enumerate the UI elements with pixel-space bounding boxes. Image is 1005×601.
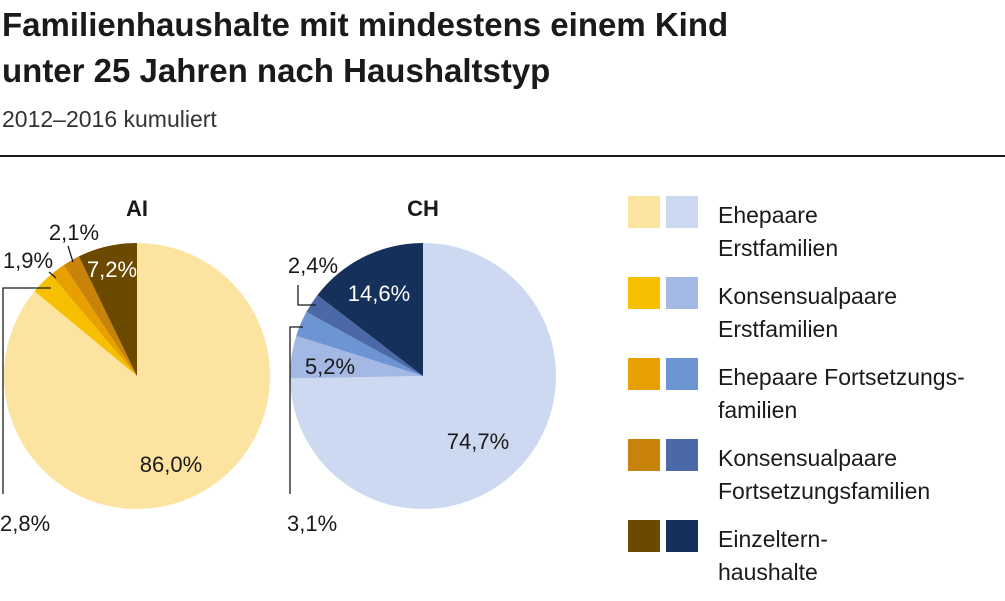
pie-slice-ch-4 — [306, 295, 423, 376]
legend-item-konsensualpaare-fortsetzungsfamilien: Konsensualpaare Fortsetzungsfamilien — [628, 439, 1005, 520]
legend-swatch-ch — [666, 358, 698, 390]
pie-slice-ch-2 — [290, 335, 423, 379]
legend-label-line-2: Fortsetzungsfamilien — [718, 478, 931, 504]
legend-item-ehepaare-erstfamilien: Ehepaare Erstfamilien — [628, 196, 1005, 277]
legend-swatch-ai — [628, 520, 660, 552]
legend-label-line-1: Einzeltern- — [718, 526, 828, 552]
legend-label: Ehepaare Fortsetzungs- familien — [718, 361, 965, 427]
leader-line-ai-4 — [67, 245, 74, 263]
chart-title-line-1: Familienhaushalte mit mindestens einem K… — [2, 6, 729, 43]
legend-swatch-ai — [628, 439, 660, 471]
legend-item-konsensualpaare-erstfamilien: Konsensualpaare Erstfamilien — [628, 277, 1005, 358]
pie-title-ai: AI — [126, 196, 148, 221]
data-label-ch-2: 5,2% — [305, 354, 355, 379]
legend-label: Ehepaare Erstfamilien — [718, 199, 838, 265]
leader-line-ch-4 — [297, 285, 316, 306]
pie-slice-ai-4 — [63, 256, 137, 376]
legend-swatch-ch — [666, 277, 698, 309]
leader-line-ch-3 — [289, 326, 303, 494]
chart-title-line-2: unter 25 Jahren nach Haushaltstyp — [2, 52, 551, 89]
legend-label-line-1: Konsensualpaare — [718, 283, 898, 309]
pie-title-ch: CH — [407, 196, 439, 221]
legend: Ehepaare Erstfamilien Konsensualpaare Er… — [628, 196, 1005, 601]
pie-slice-ai-3 — [50, 265, 137, 376]
legend-label-line-2: haushalte — [718, 559, 818, 585]
data-label-ch-4: 2,4% — [288, 253, 338, 278]
pie-slice-ai-5 — [78, 243, 137, 376]
leader-line-ai-3 — [48, 271, 57, 279]
pie-slice-ch-1 — [290, 243, 557, 509]
data-label-ai-4: 2,1% — [49, 220, 99, 245]
legend-swatch-ai — [628, 277, 660, 309]
legend-swatch-ch — [666, 196, 698, 228]
legend-label: Einzeltern- haushalte — [718, 523, 828, 589]
legend-swatch-ch — [666, 520, 698, 552]
pie-slice-ch-3 — [296, 311, 423, 376]
legend-item-ehepaare-fortsetzungsfamilien: Ehepaare Fortsetzungs- familien — [628, 358, 1005, 439]
legend-swatch-ch — [666, 439, 698, 471]
legend-label: Konsensualpaare Fortsetzungsfamilien — [718, 442, 930, 508]
pie-slice-ch-5 — [317, 243, 423, 376]
data-label-ch-5: 14,6% — [348, 281, 410, 306]
legend-label-line-2: Erstfamilien — [718, 316, 839, 342]
legend-label-line-1: Konsensualpaare — [718, 445, 898, 471]
chart-title: Familienhaushalte mit mindestens einem K… — [2, 2, 1002, 94]
title-divider — [0, 155, 1005, 157]
legend-swatch-ai — [628, 196, 660, 228]
legend-label-line-2: Erstfamilien — [718, 235, 839, 261]
legend-label-line-2: familien — [718, 397, 798, 423]
pie-slice-ai-2 — [34, 274, 137, 376]
data-label-ai-5: 7,2% — [87, 257, 137, 282]
leader-line-ai-2 — [2, 287, 51, 494]
data-label-ch-1: 74,7% — [447, 429, 509, 454]
legend-label-line-1: Ehepaare — [718, 202, 818, 228]
data-label-ai-3: 1,9% — [3, 248, 53, 273]
data-label-ai-1: 86,0% — [140, 452, 202, 477]
legend-swatch-ai — [628, 358, 660, 390]
chart-subtitle: 2012–2016 kumuliert — [2, 106, 217, 132]
pie-slice-ai-1 — [3, 243, 270, 509]
data-label-ch-3: 3,1% — [287, 511, 337, 536]
legend-label: Konsensualpaare Erstfamilien — [718, 280, 897, 346]
data-label-ai-2: 2,8% — [0, 511, 50, 536]
legend-item-einzelternhaushalte: Einzeltern- haushalte — [628, 520, 1005, 601]
legend-label-line-1: Ehepaare Fortsetzungs- — [718, 364, 965, 390]
